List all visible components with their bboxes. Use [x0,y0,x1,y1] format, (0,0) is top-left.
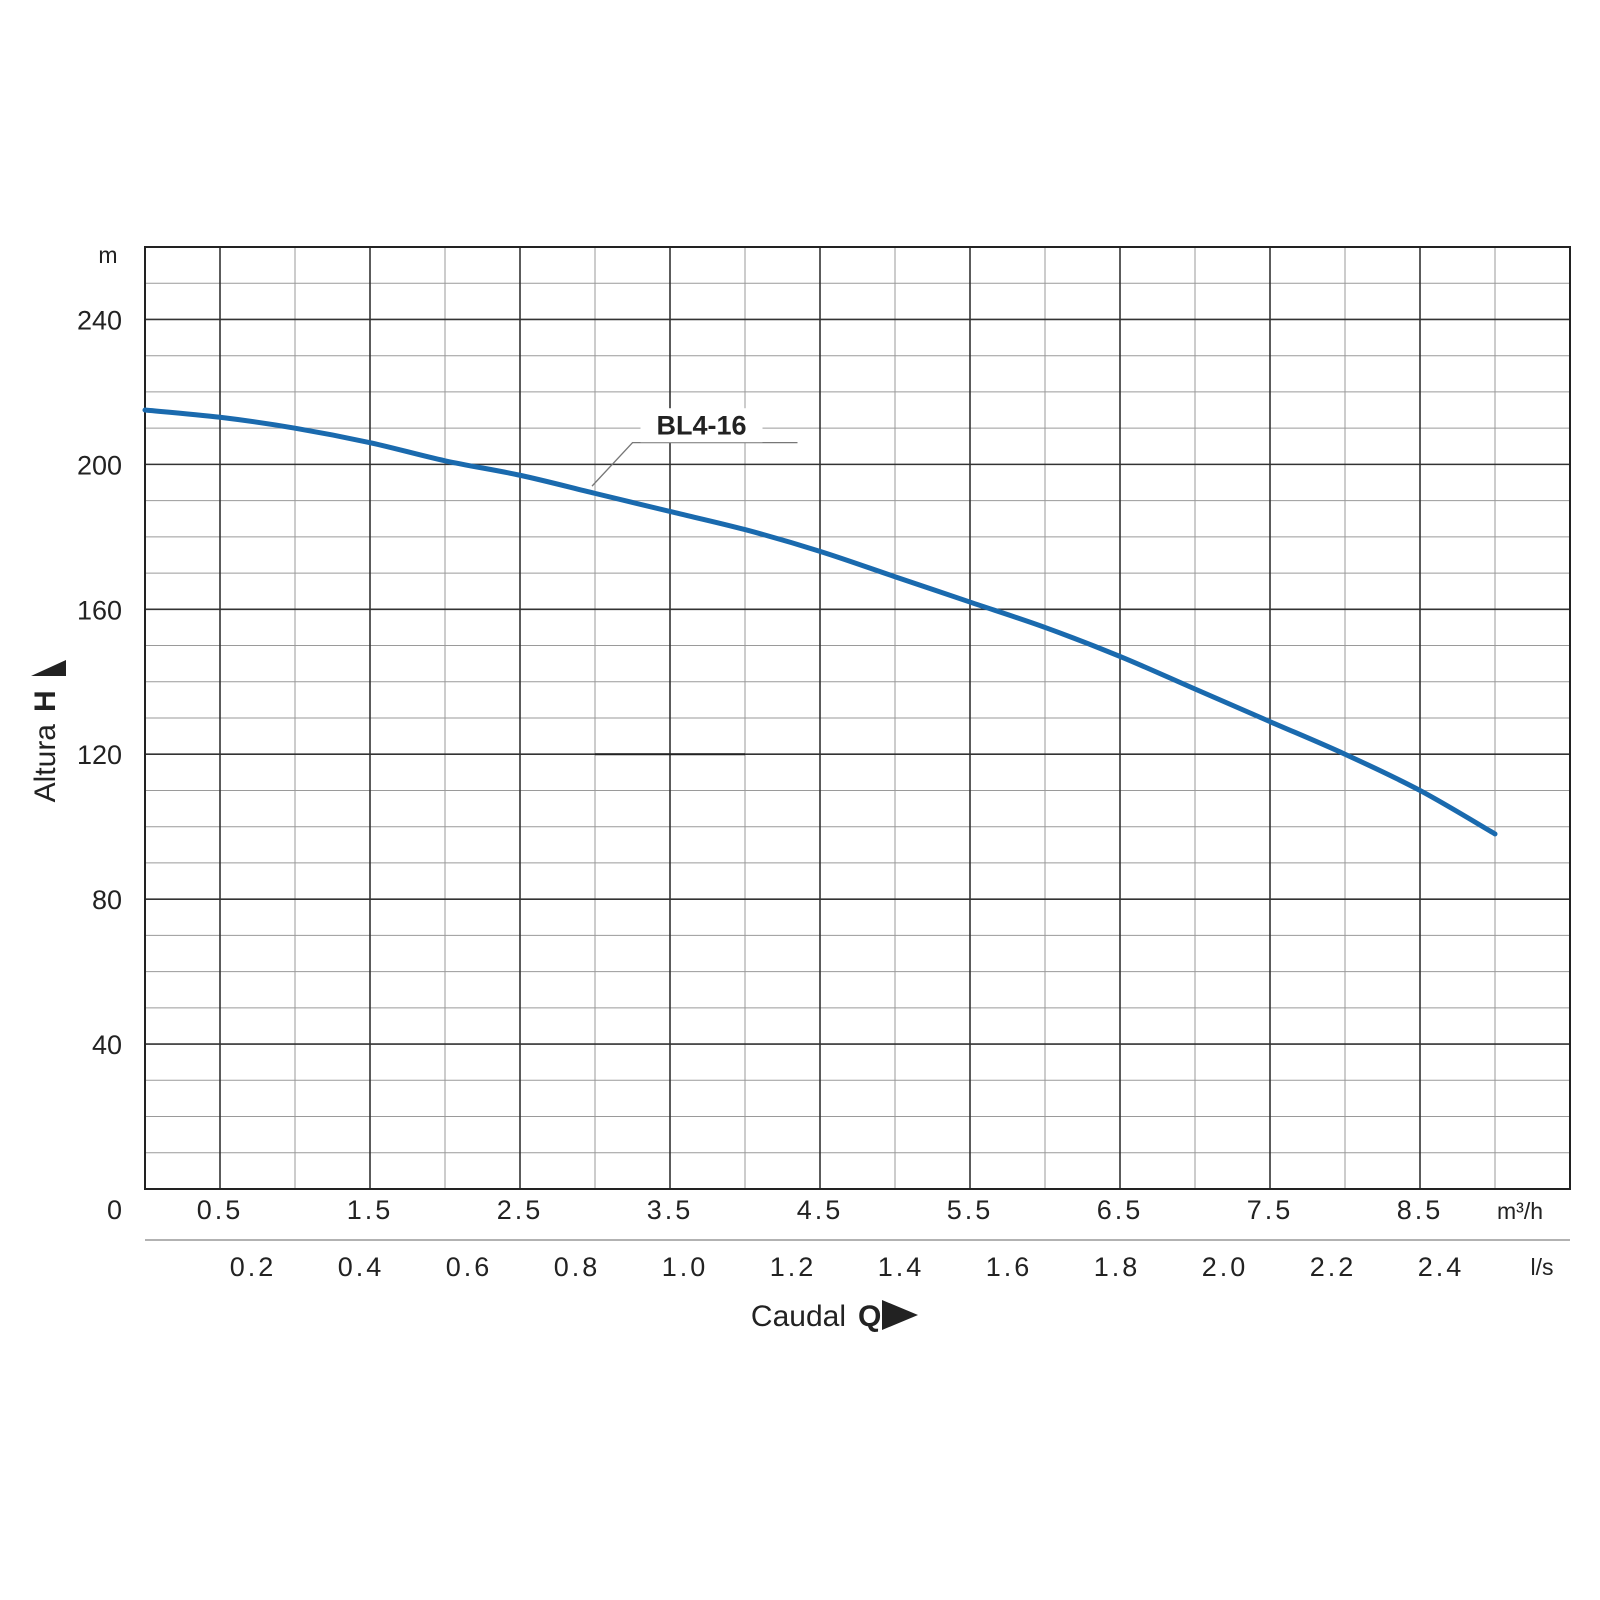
x-tick-label-primary: 0.5 [197,1195,244,1225]
major-grid [145,247,1570,1189]
y-tick-label: 120 [77,740,122,770]
x-tick-label-secondary: 1.6 [986,1252,1033,1282]
y-tick-label: 80 [92,885,122,915]
x-tick-label-secondary: 1.0 [662,1252,709,1282]
y-axis-arrow-icon [31,660,66,676]
x-tick-label-secondary: 2.0 [1202,1252,1249,1282]
x-tick-labels-primary: 0.5 1.5 2.5 3.5 4.5 5.5 6.5 7.5 8.5 [197,1195,1444,1225]
x-unit-primary-label: m³/h [1497,1198,1543,1224]
x-tick-label-primary: 2.5 [497,1195,544,1225]
x-tick-label-primary: 7.5 [1247,1195,1294,1225]
plot-frame [144,246,1571,1190]
x-tick-label-secondary: 0.8 [554,1252,601,1282]
series-label-leader [591,441,798,487]
x-axis-title: Caudal Q [751,1300,918,1333]
x-unit-secondary-label: l/s [1531,1254,1554,1280]
y-tick-label: 200 [77,450,122,480]
x-tick-label-secondary: 1.4 [878,1252,925,1282]
x-tick-label-primary: 6.5 [1097,1195,1144,1225]
series-layer: BL4-16 [142,407,1498,837]
y-tick-label: 0 [107,1195,122,1225]
x-tick-label-secondary: 1.2 [770,1252,817,1282]
minor-grid [145,247,1570,1189]
series-label: BL4-16 [656,411,746,441]
y-axis-label: Altura [29,724,62,803]
series-label-background [640,408,763,443]
y-tick-label: 240 [77,305,122,335]
x-tick-label-primary: 4.5 [797,1195,844,1225]
x-tick-label-secondary: 0.4 [338,1252,385,1282]
x-tick-label-secondary: 0.6 [446,1252,493,1282]
y-unit-label: m [98,242,117,268]
x-tick-label-primary: 3.5 [647,1195,694,1225]
x-tick-label-primary: 5.5 [947,1195,994,1225]
y-axis-symbol: H [29,690,62,712]
y-tick-label: 160 [77,595,122,625]
x-tick-label-primary: 1.5 [347,1195,394,1225]
series-line-bl4-16 [142,407,1498,837]
y-tick-labels: 0 40 80 120 160 200 240 [77,305,122,1225]
y-axis-title: Altura H [29,660,66,802]
x-axis-arrow-icon [882,1300,918,1330]
y-tick-label: 40 [92,1030,122,1060]
x-tick-labels-secondary: 0.2 0.4 0.6 0.8 1.0 1.2 1.4 1.6 1.8 2.0 2.2 2.4 [230,1252,1465,1282]
x-axis-label: Caudal [751,1300,846,1333]
x-tick-label-secondary: 2.2 [1310,1252,1357,1282]
x-tick-label-secondary: 2.4 [1418,1252,1465,1282]
x-tick-label-secondary: 0.2 [230,1252,277,1282]
x-tick-label-primary: 8.5 [1397,1195,1444,1225]
x-tick-label-secondary: 1.8 [1094,1252,1141,1282]
x-axis-symbol: Q [858,1300,881,1333]
